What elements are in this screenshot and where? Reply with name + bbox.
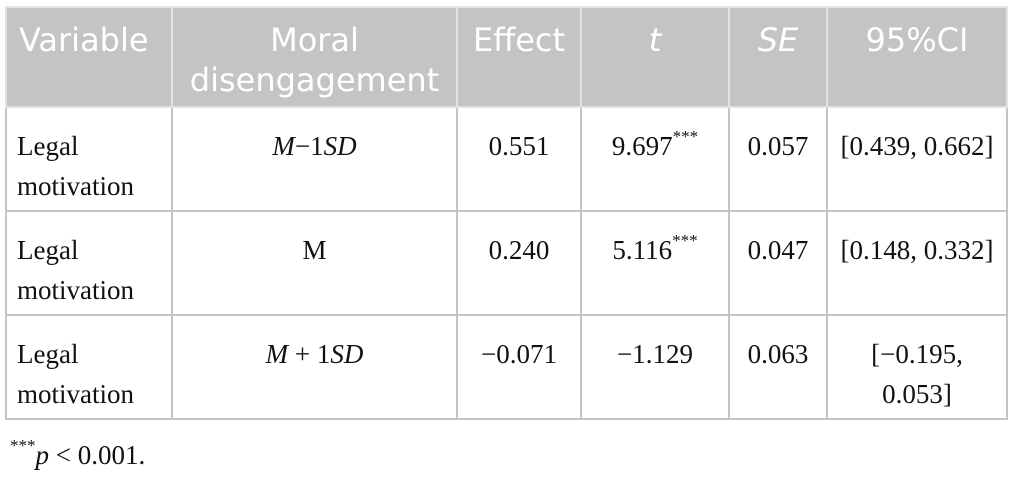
cell-variable: Legal motivation	[5, 314, 173, 420]
cell-variable: Legal motivation	[5, 106, 173, 212]
cell-effect: 0.551	[456, 106, 582, 212]
moral-offset: −1	[294, 131, 324, 161]
simple-slopes-table: Variable Moral disengagement Effect t SE…	[5, 6, 1008, 420]
t-value: 5.116	[612, 235, 673, 265]
table-row: Legal motivation M−1SD 0.551 9.697*** 0.…	[5, 106, 1008, 212]
cell-effect: −0.071	[456, 314, 582, 420]
moral-offset: + 1	[288, 339, 331, 369]
header-se-label: SE	[757, 21, 799, 59]
header-effect: Effect	[456, 6, 582, 108]
header-ci: 95%CI	[826, 6, 1008, 108]
cell-se: 0.047	[728, 210, 828, 316]
cell-moral-level: M−1SD	[171, 106, 458, 212]
cell-effect: 0.240	[456, 210, 582, 316]
moral-m: M	[265, 339, 289, 369]
moral-m: M	[272, 131, 295, 161]
cell-se: 0.063	[728, 314, 828, 420]
header-variable: Variable	[5, 6, 173, 108]
header-t-label: t	[648, 21, 662, 59]
moral-sd: SD	[323, 131, 357, 161]
moral-sd: SD	[330, 339, 364, 369]
t-significance: ***	[672, 127, 699, 146]
cell-variable: Legal motivation	[5, 210, 173, 316]
t-value: −1.129	[617, 339, 693, 369]
cell-se: 0.057	[728, 106, 828, 212]
header-moral-disengagement: Moral disengagement	[171, 6, 458, 108]
footnote-p: p	[35, 440, 50, 470]
cell-moral-level: M	[171, 210, 458, 316]
table-row: Legal motivation M + 1SD −0.071 −1.129 0…	[5, 314, 1008, 420]
cell-t: 5.116***	[580, 210, 730, 316]
results-table-container: Variable Moral disengagement Effect t SE…	[5, 6, 1008, 420]
header-t: t	[580, 6, 730, 108]
header-se: SE	[728, 6, 828, 108]
cell-ci: [−0.195, 0.053]	[826, 314, 1008, 420]
header-row: Variable Moral disengagement Effect t SE…	[5, 6, 1008, 108]
footnote-stars: ***	[10, 436, 36, 455]
cell-moral-level: M + 1SD	[171, 314, 458, 420]
cell-t: −1.129	[580, 314, 730, 420]
t-value: 9.697	[611, 131, 673, 161]
cell-ci: [0.148, 0.332]	[826, 210, 1008, 316]
table-row: Legal motivation M 0.240 5.116*** 0.047 …	[5, 210, 1008, 316]
cell-t: 9.697***	[580, 106, 730, 212]
footnote-text: < 0.001.	[49, 440, 146, 470]
table-footnote: ***p < 0.001.	[10, 436, 146, 472]
cell-ci: [0.439, 0.662]	[826, 106, 1008, 212]
t-significance: ***	[672, 231, 698, 250]
moral-plain: M	[302, 235, 327, 265]
